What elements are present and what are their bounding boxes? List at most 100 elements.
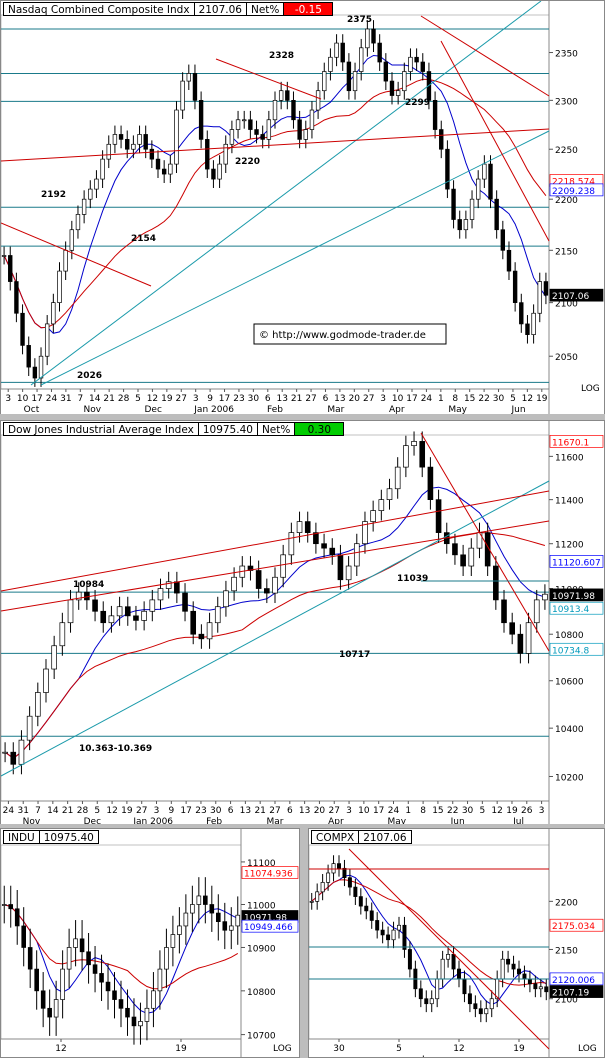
candle	[467, 993, 472, 1005]
y-tick-label: 2200	[555, 898, 578, 908]
right-value-box	[241, 866, 299, 879]
candle	[73, 938, 78, 948]
candle	[272, 576, 278, 594]
right-value-label: 2107.19	[552, 989, 589, 999]
candle	[457, 219, 462, 231]
candle	[32, 366, 38, 379]
trend-line	[1, 222, 152, 287]
candle	[203, 895, 208, 905]
candle	[34, 968, 39, 992]
candle	[494, 198, 499, 231]
x-tick-label: 5	[479, 806, 485, 816]
candle	[418, 988, 423, 1000]
month-label: Jun	[511, 405, 526, 415]
x-tick-label: 30	[462, 806, 474, 816]
x-tick-label: 28	[77, 806, 89, 816]
candle	[272, 100, 278, 121]
candle	[190, 904, 195, 914]
candle	[488, 163, 493, 200]
candle	[67, 599, 74, 624]
moving-average-slow	[311, 879, 547, 986]
x-tick-label: 6	[265, 394, 271, 404]
candle	[506, 958, 511, 965]
candle	[8, 255, 13, 282]
candle	[386, 488, 393, 501]
x-tick-label: 19	[175, 1044, 187, 1054]
candle	[533, 599, 540, 624]
x-tick-label: 20	[349, 394, 361, 404]
candle	[51, 645, 57, 670]
candle	[157, 588, 164, 601]
right-value-label: 2175.034	[552, 922, 595, 932]
candle	[389, 80, 395, 96]
x-tick-label: 3	[5, 394, 11, 404]
candle	[174, 109, 179, 165]
candle	[544, 986, 549, 993]
x-tick-label: 14	[47, 806, 59, 816]
candle	[94, 178, 99, 190]
month-label: Jun	[421, 1055, 436, 1057]
x-tick-label: 7	[35, 806, 41, 816]
month-label: Oct	[24, 405, 40, 415]
moving-average-slow	[4, 904, 239, 990]
indu-value: 10975.40	[38, 830, 99, 844]
candle	[223, 590, 229, 608]
candle	[1, 904, 7, 906]
month-label: Feb	[267, 405, 283, 415]
x-tick-label: 24	[421, 394, 433, 404]
price-label: 2026	[77, 371, 102, 381]
candle	[500, 958, 505, 980]
x-tick-label: 3	[380, 394, 386, 404]
candle	[365, 28, 370, 49]
candle	[143, 134, 148, 150]
trend-line	[1, 128, 550, 162]
candle	[81, 198, 87, 215]
log-label: LOG	[273, 1044, 292, 1054]
y-tick-label: 11000	[247, 902, 276, 912]
candle	[493, 565, 499, 601]
price-label: 2220	[235, 157, 260, 167]
candle	[296, 521, 303, 533]
right-value-label: 2107.06	[552, 292, 589, 302]
y-tick-label: 11600	[555, 453, 584, 463]
candle	[358, 896, 363, 907]
candle	[315, 891, 320, 902]
candle	[20, 312, 25, 346]
panel-separator	[0, 824, 605, 828]
x-tick-label: 10	[358, 806, 370, 816]
right-value-label: 10971.98	[552, 592, 595, 602]
candle	[216, 912, 221, 922]
candle	[174, 581, 180, 594]
right-value-label: 11670.1	[552, 438, 589, 448]
x-tick-label: 17	[180, 806, 191, 816]
x-tick-label: 9	[207, 394, 213, 404]
candle	[60, 968, 65, 1000]
candle	[18, 739, 25, 765]
x-tick-label: 12	[491, 806, 502, 816]
month-label: Nov	[23, 817, 41, 825]
candle	[370, 510, 376, 522]
candle	[432, 100, 438, 130]
candle	[278, 90, 284, 101]
x-tick-label: 23	[233, 394, 244, 404]
y-tick-label: 10900	[247, 944, 276, 954]
right-value-box	[549, 972, 604, 986]
candle	[353, 543, 360, 567]
candle	[100, 158, 105, 180]
month-label: Nov	[84, 405, 102, 415]
candle	[457, 968, 461, 980]
candle	[371, 28, 376, 44]
x-tick-label: 24	[46, 394, 58, 404]
candle	[313, 532, 319, 545]
candle	[380, 929, 385, 936]
candle	[500, 229, 506, 251]
candle	[383, 61, 389, 82]
candle	[509, 622, 515, 635]
right-value-box	[549, 435, 604, 448]
candle	[285, 90, 290, 101]
candle	[375, 920, 380, 931]
candle	[303, 129, 308, 140]
moving-average-fast	[311, 874, 547, 1006]
y-tick-label: 2300	[555, 97, 578, 107]
trend-line	[440, 40, 550, 242]
